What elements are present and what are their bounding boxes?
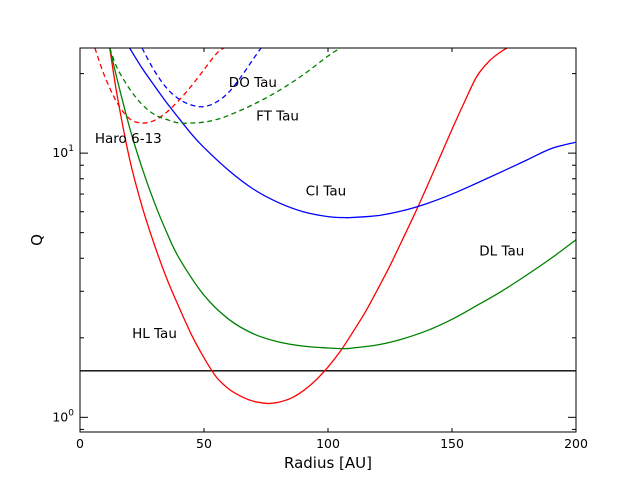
series-line-dl-tau bbox=[109, 48, 576, 350]
x-tick-label: 0 bbox=[76, 436, 84, 451]
annotation-dl-tau: DL Tau bbox=[479, 243, 524, 259]
series-layer bbox=[80, 48, 576, 405]
x-axis-label: Radius [AU] bbox=[284, 454, 372, 472]
plot-background bbox=[80, 48, 576, 432]
x-tick-label: 200 bbox=[564, 436, 588, 451]
annotation-haro-6-13: Haro 6-13 bbox=[95, 131, 162, 147]
series-line-hl-tau bbox=[109, 48, 509, 405]
annotation-ci-tau: CI Tau bbox=[306, 184, 347, 200]
annotation-ft-tau: FT Tau bbox=[256, 108, 299, 124]
series-line-ci-tau bbox=[129, 48, 576, 219]
x-tick-label: 50 bbox=[196, 436, 212, 451]
x-tick-label: 100 bbox=[316, 436, 340, 451]
y-tick-label: 100 bbox=[52, 408, 74, 424]
annotation-hl-tau: HL Tau bbox=[132, 326, 177, 342]
y-axis-label: Q bbox=[28, 234, 46, 246]
y-tick-label: 101 bbox=[52, 144, 74, 160]
tick-layer: 0 50 100 150 200 100 101 bbox=[52, 48, 588, 451]
series-line-do-tau bbox=[141, 48, 262, 108]
annotation-layer: DO Tau FT Tau Haro 6-13 CI Tau DL Tau HL Tau bbox=[95, 75, 524, 342]
annotation-do-tau: DO Tau bbox=[229, 75, 277, 91]
x-tick-label: 150 bbox=[440, 436, 464, 451]
